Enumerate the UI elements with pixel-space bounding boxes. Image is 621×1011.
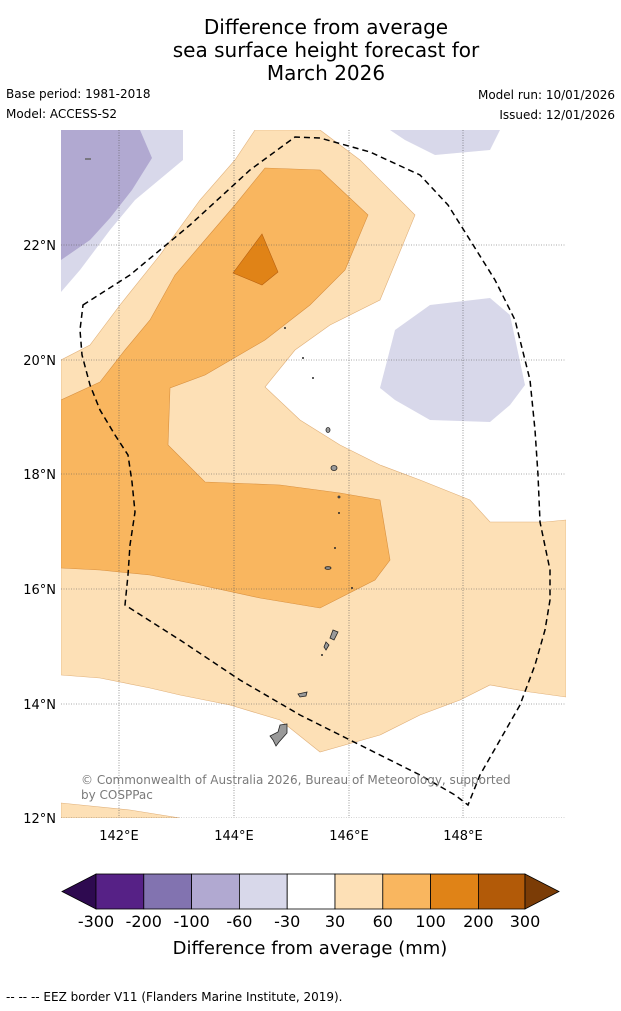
colorbar-swatch-neg60-neg30 (238, 873, 288, 910)
model-run-label: Model run: 10/01/2026 (477, 88, 615, 102)
lat-label-22: 22°N (23, 239, 56, 254)
lat-label-12: 12°N (23, 812, 56, 827)
anomaly-region-neg60-100-mm (61, 130, 152, 260)
chart-title: Difference from average sea surface heig… (0, 16, 621, 85)
colorbar-swatch-30-60 (334, 873, 384, 910)
model-label: Model: ACCESS-S2 (6, 107, 118, 121)
colorbar-title: Difference from average (mm) (172, 938, 448, 959)
map-area (61, 130, 566, 818)
lat-label-18: 18°N (23, 468, 56, 483)
colorbar-label-300: 300 (509, 912, 541, 931)
anomaly-region-100-200-mm (232, 233, 279, 286)
colorbar-max-extension (524, 873, 560, 910)
colorbar-swatch-neg300-neg200 (95, 873, 145, 910)
issued-label: Issued: 12/01/2026 (499, 108, 615, 122)
base-period-label: Base period: 1981-2018 (6, 87, 151, 101)
colorbar-swatch-neg100-neg60 (191, 873, 240, 910)
title-line-2: sea surface height forecast for (172, 38, 480, 62)
colorbar-label-neg200: -200 (125, 912, 162, 931)
eez-border-legend: -- -- -- EEZ border V11 (Flanders Marine… (6, 990, 343, 1004)
lon-label-146: 146°E (329, 829, 369, 844)
colorbar-swatch-200-300 (477, 873, 526, 910)
colorbar-min-extension (61, 873, 97, 910)
latitude-labels: 22°N 20°N 18°N 16°N 14°N 12°N (23, 239, 56, 827)
title-line-3: March 2026 (266, 61, 386, 85)
colorbar-label-60: 60 (372, 912, 393, 931)
lat-label-20: 20°N (23, 354, 56, 369)
copyright-notice: © Commonwealth of Australia 2026, Bureau… (81, 773, 511, 802)
colorbar-swatch-100-200 (430, 873, 479, 910)
anomaly-region-neg30-60-mm-east (380, 298, 525, 422)
anomaly-region-neg30-60-mm-north (390, 130, 500, 155)
colorbar-label-100: 100 (415, 912, 446, 931)
colorbar-label-neg300: -300 (77, 912, 115, 931)
colorbar-swatch-60-100 (382, 873, 431, 910)
colorbar-swatch-neg200-neg100 (143, 873, 193, 910)
colorbar-label-neg60: -60 (226, 912, 253, 931)
colorbar-swatch-neg30-30 (286, 873, 336, 910)
lat-label-14: 14°N (23, 698, 56, 713)
lon-label-142: 142°E (99, 829, 139, 844)
gridlines (61, 130, 566, 818)
colorbar-label-200: 200 (463, 912, 494, 931)
anomaly-region-30-60-mm-south (61, 802, 181, 818)
eez-border (79, 136, 551, 807)
colorbar-label-30: 30 (324, 912, 346, 931)
islands (269, 326, 353, 747)
colorbar (61, 873, 560, 910)
anomaly-region-60-100-mm (61, 167, 391, 609)
lon-label-144: 144°E (214, 829, 254, 844)
lon-label-148: 148°E (443, 829, 483, 844)
title-line-1: Difference from average (203, 15, 449, 39)
colorbar-label-neg30: -30 (274, 912, 301, 931)
longitude-labels: 142°E 144°E 146°E 148°E (99, 829, 483, 844)
lat-label-16: 16°N (23, 583, 56, 598)
colorbar-label-neg100: -100 (173, 912, 210, 931)
